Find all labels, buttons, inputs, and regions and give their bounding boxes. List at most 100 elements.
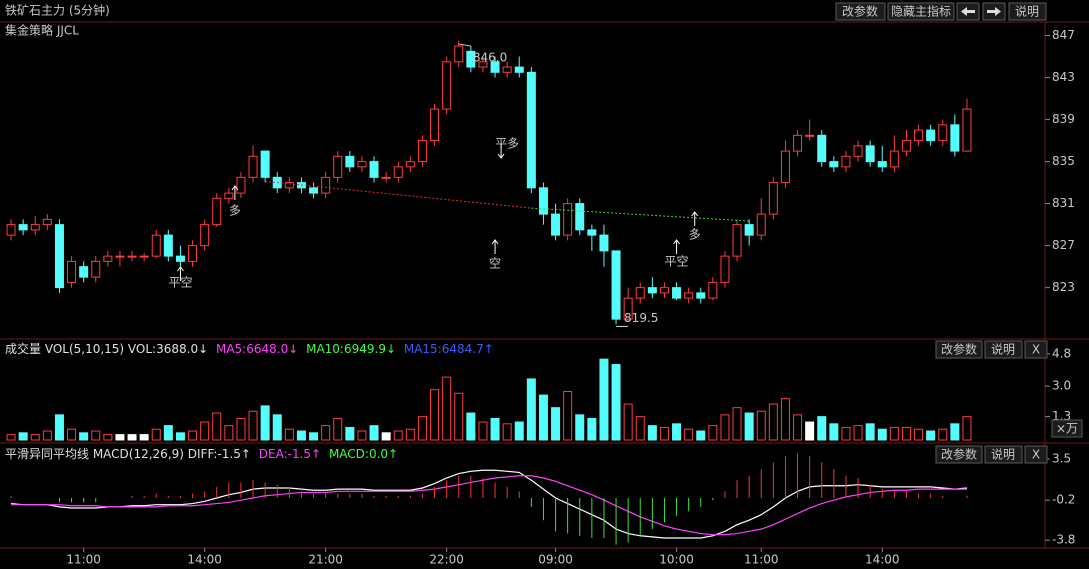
volume-bar <box>417 416 427 441</box>
volume-bar <box>538 394 548 441</box>
button[interactable]: X <box>1024 340 1048 359</box>
volume-bar <box>659 426 669 441</box>
volume-bar <box>248 410 258 441</box>
volume-bar <box>684 428 694 441</box>
window-title: 铁矿石主力 (5分钟) <box>5 3 110 18</box>
candle-body <box>889 150 899 168</box>
x-tick-label: 21:00 <box>308 553 343 567</box>
button[interactable]: 改参数 <box>835 2 886 21</box>
volume-bar <box>623 403 633 441</box>
candle-body <box>139 255 149 258</box>
volume-bar <box>611 364 621 441</box>
x-tick-label: 14:00 <box>187 553 222 567</box>
button[interactable]: 改参数 <box>935 445 983 464</box>
y-tick-label: -3.8 <box>1052 533 1075 547</box>
y-tick-label: -0.2 <box>1052 493 1075 507</box>
volume-bar <box>950 423 960 441</box>
max-leader <box>458 43 471 47</box>
volume-bar <box>708 425 718 441</box>
volume-bar <box>188 430 198 441</box>
button-label: 说明 <box>1015 4 1039 19</box>
volume-bar <box>877 428 887 441</box>
y-tick-label: 823 <box>1052 280 1075 294</box>
candle-body <box>18 224 28 231</box>
prev-button[interactable] <box>956 2 980 21</box>
candle-body <box>684 292 694 299</box>
candle-body <box>393 166 403 178</box>
volume-bar <box>889 426 899 441</box>
candle-body <box>623 297 633 320</box>
volume-bar <box>672 423 682 441</box>
volume-bar <box>224 425 234 441</box>
volume-bar <box>18 432 28 441</box>
candle-body <box>345 155 355 168</box>
volume-bar <box>333 417 343 441</box>
volume-bar <box>430 389 440 441</box>
candle-body <box>853 145 863 157</box>
candle-body <box>284 182 294 189</box>
button[interactable]: 改参数 <box>935 340 983 359</box>
y-tick-label: 835 <box>1052 154 1075 168</box>
candle-body <box>659 287 669 294</box>
button[interactable]: 说明 <box>1008 2 1047 21</box>
candle-body <box>587 229 597 236</box>
candle-body <box>611 250 621 320</box>
ma5-label: MA5:6648.0↓ <box>216 342 298 356</box>
button-label: 改参数 <box>941 342 977 357</box>
volume-bar <box>103 434 113 441</box>
volume-unit: ×万 <box>1056 422 1078 436</box>
volume-bar <box>841 426 851 441</box>
candle-body <box>635 287 645 299</box>
signal-arrowhead <box>491 239 499 245</box>
candle-body <box>962 108 972 152</box>
volume-bar <box>30 434 40 441</box>
volume-bar <box>175 432 185 441</box>
volume-bar <box>720 414 730 441</box>
max-label: 846.0 <box>473 51 507 65</box>
x-tick-label: 14:00 <box>865 553 900 567</box>
dea-label: DEA:-1.5↑ <box>259 447 321 461</box>
candle-body <box>54 224 64 289</box>
candle-body <box>865 145 875 163</box>
button[interactable]: 说明 <box>984 445 1023 464</box>
volume-bar <box>272 414 282 441</box>
button[interactable]: 说明 <box>984 340 1023 359</box>
ma10-label: MA10:6949.9↓ <box>306 342 396 356</box>
volume-bar <box>805 421 815 441</box>
min-label: 819.5 <box>624 311 658 325</box>
button[interactable]: X <box>1024 445 1048 464</box>
candle-body <box>732 224 742 257</box>
volume-bar <box>284 428 294 441</box>
candle-body <box>502 66 512 73</box>
y-tick-label: 847 <box>1052 28 1075 42</box>
candle-body <box>42 218 52 226</box>
volume-bar <box>768 403 778 441</box>
volume-bar <box>115 434 125 441</box>
button[interactable]: 隐藏主指标 <box>887 2 955 21</box>
signal-label: 多 <box>229 204 241 218</box>
volume-bar <box>151 428 161 441</box>
volume-bar <box>212 412 222 441</box>
volume-bar <box>962 416 972 441</box>
candle-body <box>417 140 427 163</box>
volume-bar <box>393 430 403 441</box>
candle-body <box>430 108 440 142</box>
volume-bar <box>514 421 524 441</box>
volume-bar <box>901 426 911 441</box>
candle-body <box>357 161 367 168</box>
y-tick-label: 827 <box>1052 238 1075 252</box>
candle-body <box>79 266 89 278</box>
volume-bar <box>309 432 319 441</box>
volume-bar <box>647 425 657 441</box>
candle-body <box>538 187 548 215</box>
candle-body <box>260 150 270 178</box>
next-button[interactable] <box>982 2 1006 21</box>
button-label: 隐藏主指标 <box>891 4 951 19</box>
volume-bar <box>732 407 742 441</box>
volume-bar <box>817 416 827 441</box>
candle-body <box>115 255 125 258</box>
candle-body <box>103 255 113 262</box>
volume-bar <box>345 426 355 441</box>
volume-bar <box>575 414 585 441</box>
